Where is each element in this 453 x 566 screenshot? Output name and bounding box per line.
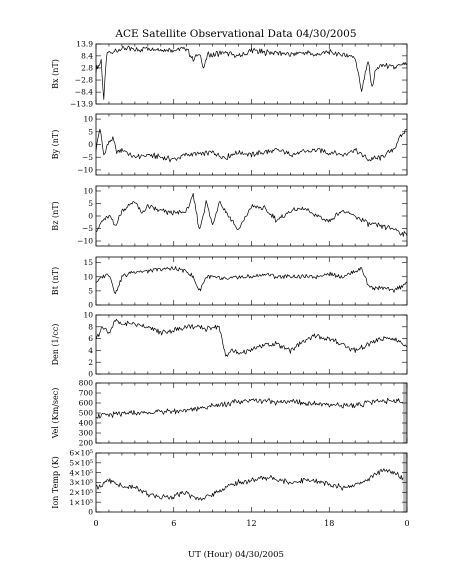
- vel-ytick-label: 500: [79, 409, 94, 418]
- den-ytick-label: 4: [88, 346, 93, 355]
- panel-bt: 15 10 5 0 Bt (nT): [51, 256, 408, 310]
- bz-ytick-label: −10: [77, 237, 93, 246]
- den-ytick-label: 0: [88, 370, 93, 379]
- temp-ytick-label: 3×10⁵: [69, 478, 93, 487]
- temp-ytick-label: 0: [88, 508, 93, 517]
- bt-ytick-label: 15: [83, 258, 93, 267]
- den-ylabel: Den (1/cc): [51, 324, 60, 366]
- vel-ytick-label: 300: [79, 429, 94, 438]
- bz-ytick-label: −5: [82, 224, 93, 233]
- den-ytick-label: 10: [83, 311, 93, 320]
- bx-ytick-label: −8.4: [75, 88, 93, 97]
- vel-series-line: [95, 397, 404, 419]
- bt-ytick-label: 0: [88, 301, 93, 310]
- x-axis-label: UT (Hour) 04/30/2005: [188, 549, 284, 560]
- bx-ytick-label: 2.8: [81, 64, 93, 73]
- by-ytick-label: 0: [88, 140, 93, 149]
- den-ytick-label: 8: [88, 322, 93, 331]
- vel-ytick-label: 200: [79, 439, 94, 448]
- den-ytick-label: 2: [88, 358, 93, 367]
- bx-ytick-label: 8.4: [81, 51, 93, 60]
- by-ytick-label: −10: [77, 166, 93, 175]
- bx-ylabel: Bx (nT): [51, 59, 60, 89]
- panel-bx: 13.9 8.4 2.8 −2.8 −8.4 −13.9 Bx (nT): [51, 40, 408, 109]
- vel-ytick-label: 700: [79, 389, 94, 398]
- panel-by: 10 5 0 −5 −10 By (nT): [51, 113, 408, 176]
- by-panel-frame: [95, 113, 408, 176]
- bt-ytick-label: 10: [83, 272, 93, 281]
- temp-ytick-label: 5×10⁵: [69, 458, 93, 467]
- bz-ylabel: Bz (nT): [51, 201, 60, 230]
- vel-ytick-label: 600: [79, 399, 94, 408]
- vel-ytick-label: 800: [79, 379, 94, 388]
- panels: 13.9 8.4 2.8 −2.8 −8.4 −13.9 Bx (nT) 10 5 0 −5 −10 B…: [51, 40, 410, 528]
- x-tick-label: 6: [171, 519, 176, 528]
- temp-ylabel: Ion Temp (K): [51, 456, 60, 509]
- x-tick-label: 0: [404, 519, 409, 528]
- bz-ytick-label: 0: [88, 212, 93, 221]
- bt-ytick-label: 5: [88, 286, 93, 295]
- temp-ytick-label: 6×10⁵: [69, 449, 93, 458]
- by-ytick-label: 10: [83, 115, 93, 124]
- den-panel-frame: [95, 314, 408, 375]
- by-ylabel: By (nT): [51, 130, 60, 160]
- x-tick-label: 18: [324, 519, 334, 528]
- temp-ytick-label: 2×10⁵: [69, 488, 93, 497]
- x-tick-label: 12: [246, 519, 256, 528]
- by-series-line: [95, 128, 408, 163]
- vel-ylabel: Vel (Km/sec): [51, 388, 60, 440]
- panel-bz: 10 5 0 −5 −10 Bz (nT): [51, 185, 408, 247]
- bz-series-line: [95, 192, 408, 237]
- bt-series-line: [95, 266, 408, 294]
- bz-ytick-label: 5: [88, 199, 93, 208]
- by-ytick-label: −5: [82, 153, 93, 162]
- bz-ytick-label: 10: [83, 187, 93, 196]
- temp-ytick-label: 4×10⁵: [69, 468, 93, 477]
- bx-ytick-label: −13.9: [70, 100, 93, 109]
- temp-series-line: [95, 468, 404, 501]
- by-ytick-label: 5: [88, 127, 93, 136]
- vel-panel-frame: [95, 382, 408, 444]
- den-series-line: [95, 318, 408, 357]
- bx-series-line: [95, 45, 408, 100]
- bt-ylabel: Bt (nT): [51, 267, 60, 295]
- vel-ytick-label: 400: [79, 419, 94, 428]
- bz-panel-frame: [95, 185, 408, 247]
- bx-ytick-label: 13.9: [76, 40, 93, 49]
- panel-den: 10 8 6 4 2 0 Den (1/cc): [51, 311, 408, 379]
- den-ytick-label: 6: [88, 334, 93, 343]
- temp-ytick-label: 1×10⁵: [69, 498, 93, 507]
- bx-panel-frame: [95, 43, 408, 105]
- chart-title: ACE Satellite Observational Data 04/30/2…: [114, 28, 356, 40]
- bt-panel-frame: [95, 256, 408, 306]
- bx-ytick-label: −2.8: [75, 76, 93, 85]
- x-tick-label: 0: [93, 519, 98, 528]
